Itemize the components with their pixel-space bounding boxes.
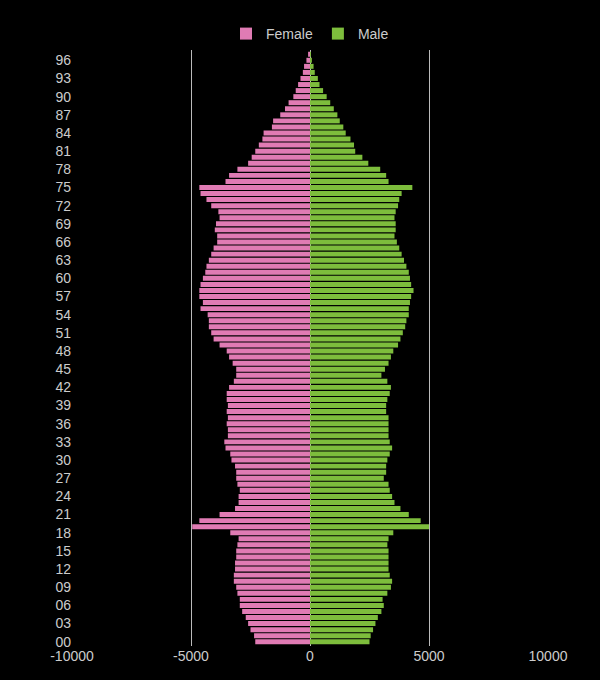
svg-text:18: 18	[55, 525, 71, 541]
svg-text:93: 93	[55, 70, 71, 86]
svg-text:09: 09	[55, 579, 71, 595]
svg-text:75: 75	[55, 179, 71, 195]
svg-text:51: 51	[55, 325, 71, 341]
svg-text:84: 84	[55, 125, 71, 141]
svg-text:24: 24	[55, 488, 71, 504]
svg-text:81: 81	[55, 143, 71, 159]
svg-text:66: 66	[55, 234, 71, 250]
svg-text:06: 06	[55, 597, 71, 613]
svg-text:36: 36	[55, 416, 71, 432]
svg-text:42: 42	[55, 379, 71, 395]
svg-text:33: 33	[55, 434, 71, 450]
svg-text:60: 60	[55, 270, 71, 286]
svg-text:48: 48	[55, 343, 71, 359]
svg-text:63: 63	[55, 252, 71, 268]
svg-text:96: 96	[55, 52, 71, 68]
svg-text:12: 12	[55, 561, 71, 577]
svg-text:-10000: -10000	[50, 648, 94, 664]
svg-text:90: 90	[55, 89, 71, 105]
svg-text:15: 15	[55, 543, 71, 559]
svg-text:78: 78	[55, 161, 71, 177]
svg-text:03: 03	[55, 615, 71, 631]
svg-text:39: 39	[55, 397, 71, 413]
svg-text:69: 69	[55, 216, 71, 232]
svg-text:0: 0	[306, 648, 314, 664]
svg-text:10000: 10000	[529, 648, 568, 664]
svg-text:Male: Male	[358, 26, 389, 42]
svg-text:72: 72	[55, 198, 71, 214]
svg-text:21: 21	[55, 506, 71, 522]
svg-text:Female: Female	[266, 26, 313, 42]
svg-text:00: 00	[55, 634, 71, 650]
svg-text:27: 27	[55, 470, 71, 486]
svg-text:87: 87	[55, 107, 71, 123]
svg-text:45: 45	[55, 361, 71, 377]
svg-text:54: 54	[55, 307, 71, 323]
svg-text:30: 30	[55, 452, 71, 468]
svg-text:5000: 5000	[413, 648, 444, 664]
svg-text:57: 57	[55, 288, 71, 304]
svg-text:-5000: -5000	[173, 648, 209, 664]
